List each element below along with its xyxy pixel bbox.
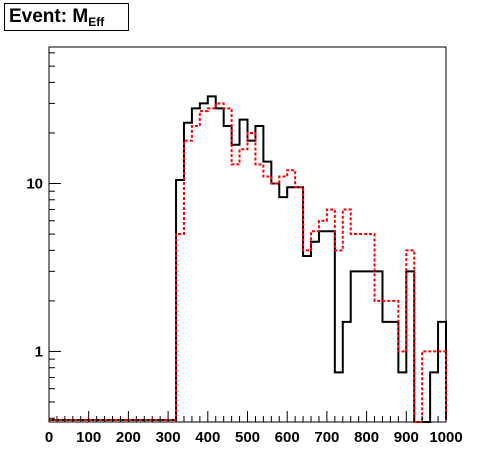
x-tick-label: 900 — [394, 429, 419, 446]
x-tick-label: 1000 — [429, 429, 462, 446]
x-tick-label: 200 — [116, 429, 141, 446]
x-tick-label: 700 — [314, 429, 339, 446]
chart-title-main: Event: M — [9, 6, 89, 27]
x-tick-label: 0 — [45, 429, 53, 446]
x-tick-label: 100 — [76, 429, 101, 446]
x-tick-label: 300 — [156, 429, 181, 446]
chart-title-subscript: Eff — [88, 15, 105, 29]
y-tick-label: 1 — [35, 343, 43, 360]
histogram-series-2 — [49, 102, 447, 423]
x-tick-label: 500 — [235, 429, 260, 446]
chart-title: Event: MEff — [4, 3, 129, 31]
x-tick-label: 800 — [354, 429, 379, 446]
x-tick-label: 400 — [195, 429, 220, 446]
x-tick-label: 600 — [275, 429, 300, 446]
plot-frame — [48, 46, 447, 423]
y-tick-label: 10 — [26, 176, 43, 193]
